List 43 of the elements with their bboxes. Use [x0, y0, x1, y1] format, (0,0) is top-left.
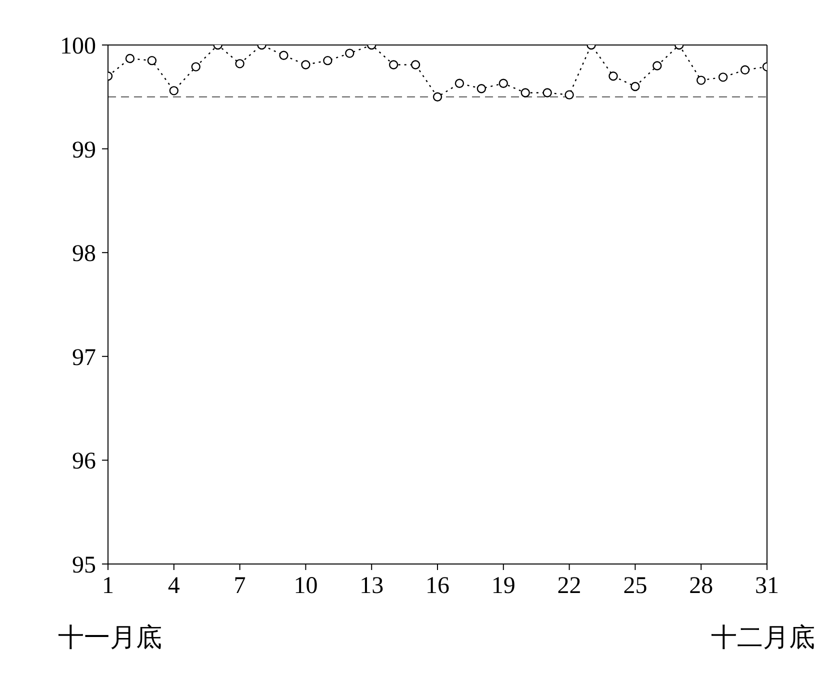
x-tick-label: 31	[755, 573, 779, 600]
point	[520, 88, 530, 98]
point	[410, 60, 420, 70]
point	[432, 92, 442, 102]
y-tick-label: 99	[72, 137, 96, 164]
y-tick-label: 98	[72, 241, 96, 268]
point	[454, 78, 464, 88]
x-tick-label: 1	[102, 573, 114, 600]
point	[630, 82, 640, 92]
point	[388, 60, 398, 70]
point	[235, 59, 244, 68]
point	[652, 61, 662, 70]
point	[498, 78, 508, 88]
point	[345, 48, 354, 58]
y-tick-label: 96	[72, 448, 96, 475]
y-tick-label: 97	[72, 344, 96, 371]
y-tick-label: 95	[72, 552, 96, 579]
text: 十一月底	[58, 622, 162, 654]
x-tick-label: 13	[360, 573, 384, 600]
point	[608, 72, 618, 81]
point	[696, 76, 706, 85]
point	[169, 86, 178, 96]
text: 十二月底	[711, 622, 815, 654]
point	[476, 84, 486, 94]
point	[542, 88, 552, 98]
x-tick-label: 4	[168, 573, 180, 600]
point	[191, 62, 200, 72]
point	[740, 65, 750, 75]
x-tick-label: 7	[234, 573, 246, 600]
x-tick-label: 10	[294, 573, 318, 600]
x-tick-label: 19	[491, 573, 516, 600]
x-tick-label: 22	[557, 573, 582, 600]
point	[718, 72, 728, 82]
point	[301, 60, 310, 70]
x-tick-label: 28	[689, 573, 714, 600]
point	[125, 54, 135, 64]
x-tick-label: 16	[426, 573, 450, 600]
point	[323, 56, 332, 66]
point	[564, 90, 574, 100]
point	[279, 50, 288, 60]
y-tick-label: 100	[60, 34, 96, 60]
point	[147, 56, 157, 66]
x-tick-label: 25	[623, 573, 648, 600]
